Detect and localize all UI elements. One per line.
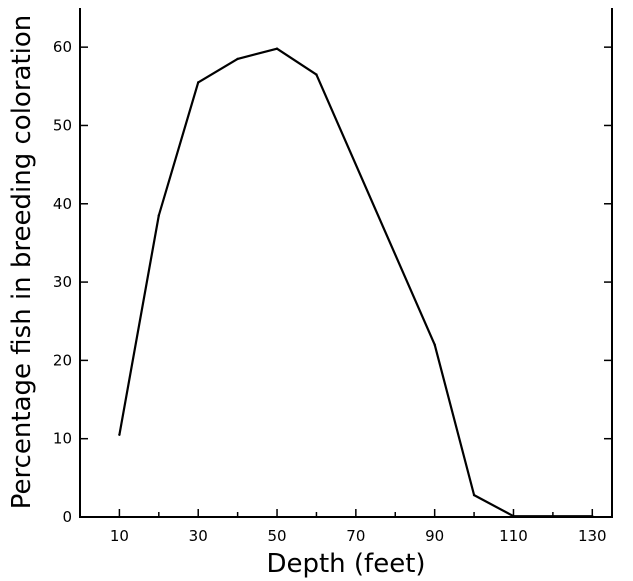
- x-axis-ticks: 10 30 50 70 90 110 130: [110, 509, 607, 545]
- data-point: [236, 57, 239, 61]
- y-tick-label: 60: [53, 38, 72, 56]
- data-point: [118, 433, 121, 436]
- x-tick-label: 30: [189, 527, 208, 545]
- y-tick-label: 30: [53, 273, 72, 291]
- y-axis-title: Percentage fish in breeding coloration: [7, 15, 37, 510]
- data-point: [433, 343, 436, 346]
- data-point: [275, 47, 279, 50]
- data-point: [512, 515, 515, 518]
- y-tick-label: 40: [53, 195, 72, 213]
- y-tick-label: 50: [53, 116, 72, 134]
- y-axis-ticks: 0 10 20 30 40 50 60: [53, 38, 612, 526]
- data-point: [315, 73, 318, 76]
- x-tick-label: 90: [425, 527, 444, 545]
- series-line: [118, 47, 593, 518]
- x-tick-label: 130: [578, 527, 607, 545]
- y-tick-label: 20: [53, 351, 72, 369]
- y-tick-label: 10: [53, 430, 72, 448]
- data-point: [157, 214, 160, 217]
- y-tick-label: 0: [62, 508, 72, 526]
- x-axis-title: Depth (feet): [266, 549, 425, 579]
- x-tick-label: 10: [110, 527, 129, 545]
- data-point: [591, 515, 594, 518]
- x-tick-label: 50: [267, 527, 286, 545]
- data-point: [197, 81, 200, 84]
- plot-frame: [79, 8, 613, 518]
- x-tick-label: 110: [499, 527, 528, 545]
- series-layer: [118, 47, 594, 518]
- x-tick-label: 70: [346, 527, 365, 545]
- data-point: [472, 493, 476, 497]
